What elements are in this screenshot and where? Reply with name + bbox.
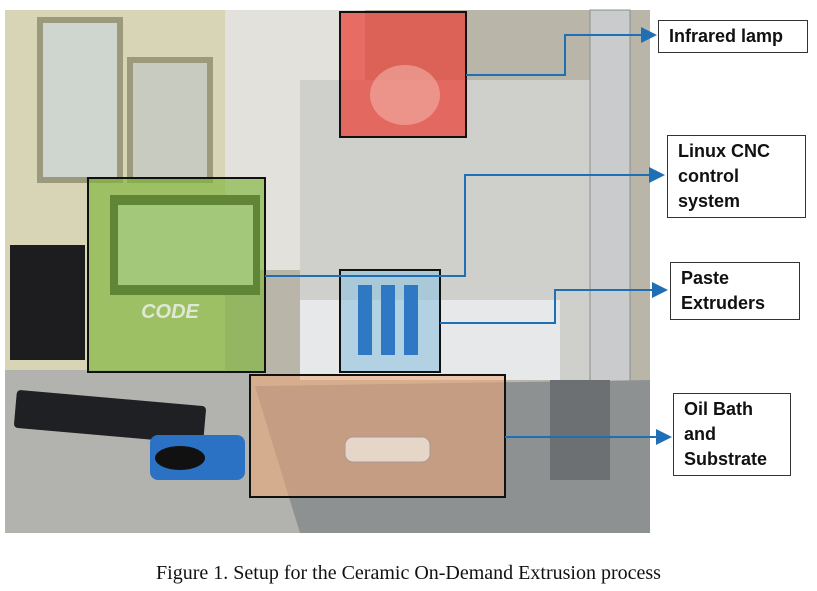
arrows [265,27,672,445]
figure-caption: Figure 1. Setup for the Ceramic On-Deman… [156,562,661,584]
callout-linux-cnc: Linux CNC control system [667,135,806,218]
photo-sign: CODE [141,301,199,323]
callout-line: system [678,191,741,211]
callout-line: Linux CNC [678,141,770,161]
callout-line: Paste [681,268,730,288]
cnc-highlight [87,177,266,373]
callout-line: Extruders [681,293,766,313]
callout-line: control [678,166,739,186]
callout-oil-bath: Oil Bath and Substrate [673,393,791,476]
lamp-bulb [370,65,440,125]
callout-line: Oil Bath [684,399,754,419]
callout-line: and [684,424,717,444]
bath-highlight [249,374,506,498]
callout-infrared-lamp: Infrared lamp [658,20,808,53]
callout-paste-extruders: Paste Extruders [670,262,800,320]
callout-line: Infrared lamp [669,26,784,46]
substrate [344,436,431,463]
callout-line: Substrate [684,449,768,469]
